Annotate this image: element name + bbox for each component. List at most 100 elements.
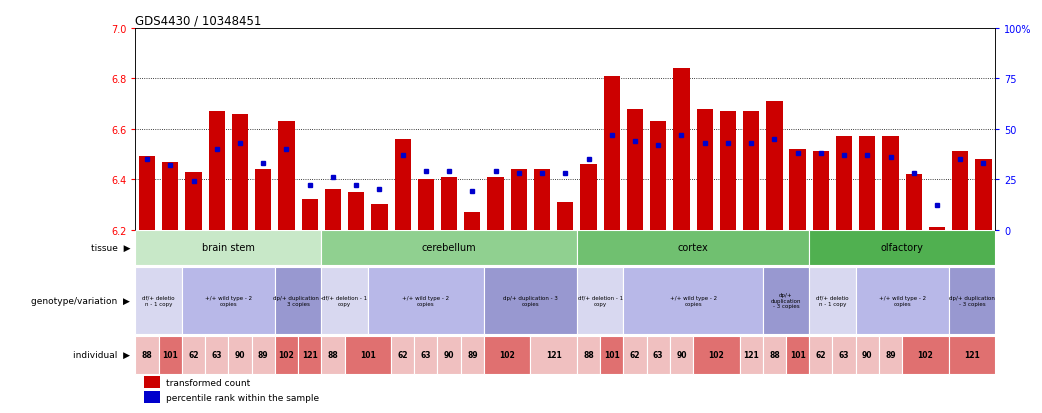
Bar bbox=[158, 336, 182, 374]
Bar bbox=[275, 336, 298, 374]
Bar bbox=[321, 231, 577, 265]
Bar bbox=[135, 231, 321, 265]
Bar bbox=[720, 112, 736, 230]
Bar bbox=[577, 231, 810, 265]
Text: 89: 89 bbox=[467, 351, 477, 359]
Text: df/+ deletion - 1
copy: df/+ deletion - 1 copy bbox=[577, 295, 623, 306]
Text: df/+ deletion - 1
copy: df/+ deletion - 1 copy bbox=[322, 295, 367, 306]
Bar bbox=[790, 150, 805, 230]
Bar bbox=[766, 102, 783, 230]
Bar bbox=[345, 336, 391, 374]
Bar bbox=[185, 172, 202, 230]
Text: tissue  ▶: tissue ▶ bbox=[91, 243, 130, 252]
Bar bbox=[488, 177, 503, 230]
Bar bbox=[670, 336, 693, 374]
Bar bbox=[415, 336, 438, 374]
Text: +/+ wild type - 2
copies: +/+ wild type - 2 copies bbox=[878, 295, 925, 306]
Bar bbox=[278, 122, 295, 230]
Bar bbox=[743, 112, 760, 230]
Bar bbox=[275, 267, 321, 334]
Bar bbox=[205, 336, 228, 374]
Bar bbox=[952, 152, 968, 230]
Text: percentile rank within the sample: percentile rank within the sample bbox=[166, 393, 319, 402]
Bar bbox=[810, 267, 855, 334]
Text: 88: 88 bbox=[142, 351, 152, 359]
Bar bbox=[348, 192, 365, 230]
Bar bbox=[623, 267, 763, 334]
Bar bbox=[948, 267, 995, 334]
Bar bbox=[627, 109, 643, 230]
Text: individual  ▶: individual ▶ bbox=[73, 351, 130, 359]
Text: 121: 121 bbox=[302, 351, 318, 359]
Text: 101: 101 bbox=[604, 351, 620, 359]
Bar bbox=[975, 159, 992, 230]
Text: olfactory: olfactory bbox=[880, 243, 923, 253]
Bar bbox=[855, 267, 948, 334]
Text: 102: 102 bbox=[709, 351, 724, 359]
Text: brain stem: brain stem bbox=[202, 243, 255, 253]
Bar bbox=[902, 336, 948, 374]
Bar bbox=[461, 336, 483, 374]
Bar bbox=[182, 267, 275, 334]
Bar bbox=[144, 391, 159, 403]
Bar bbox=[650, 122, 666, 230]
Bar bbox=[371, 205, 388, 230]
Bar bbox=[135, 336, 158, 374]
Text: +/+ wild type - 2
copies: +/+ wild type - 2 copies bbox=[402, 295, 449, 306]
Bar bbox=[810, 231, 995, 265]
Text: dp/+ duplication -
3 copies: dp/+ duplication - 3 copies bbox=[273, 295, 323, 306]
Bar bbox=[647, 336, 670, 374]
Bar bbox=[948, 336, 995, 374]
Text: 101: 101 bbox=[163, 351, 178, 359]
Text: 63: 63 bbox=[839, 351, 849, 359]
Text: GDS4430 / 10348451: GDS4430 / 10348451 bbox=[135, 15, 262, 28]
Bar bbox=[786, 336, 810, 374]
Text: 89: 89 bbox=[886, 351, 896, 359]
Bar bbox=[534, 170, 550, 230]
Text: 89: 89 bbox=[258, 351, 269, 359]
Bar bbox=[763, 267, 810, 334]
Text: df/+ deletio
n - 1 copy: df/+ deletio n - 1 copy bbox=[816, 295, 849, 306]
Text: 101: 101 bbox=[790, 351, 805, 359]
Bar bbox=[395, 140, 411, 230]
Bar bbox=[255, 170, 271, 230]
Bar bbox=[438, 336, 461, 374]
Bar bbox=[879, 336, 902, 374]
Text: 90: 90 bbox=[444, 351, 454, 359]
Bar bbox=[623, 336, 647, 374]
Bar bbox=[483, 336, 530, 374]
Bar bbox=[810, 336, 833, 374]
Text: 101: 101 bbox=[359, 351, 376, 359]
Text: 90: 90 bbox=[862, 351, 872, 359]
Bar bbox=[321, 336, 345, 374]
Text: 63: 63 bbox=[421, 351, 431, 359]
Text: cortex: cortex bbox=[677, 243, 709, 253]
Bar bbox=[135, 267, 182, 334]
Bar bbox=[557, 202, 573, 230]
Bar bbox=[144, 376, 159, 388]
Bar bbox=[580, 165, 597, 230]
Text: cerebellum: cerebellum bbox=[422, 243, 476, 253]
Bar bbox=[228, 336, 251, 374]
Bar bbox=[928, 228, 945, 230]
Text: 62: 62 bbox=[189, 351, 199, 359]
Bar bbox=[855, 336, 879, 374]
Text: 63: 63 bbox=[212, 351, 222, 359]
Text: dp/+ duplication
- 3 copies: dp/+ duplication - 3 copies bbox=[949, 295, 995, 306]
Bar bbox=[763, 336, 786, 374]
Text: 62: 62 bbox=[816, 351, 826, 359]
Bar bbox=[441, 177, 457, 230]
Bar bbox=[860, 137, 875, 230]
Text: 62: 62 bbox=[629, 351, 640, 359]
Bar bbox=[740, 336, 763, 374]
Text: +/+ wild type - 2
copies: +/+ wild type - 2 copies bbox=[670, 295, 717, 306]
Bar bbox=[182, 336, 205, 374]
Text: 121: 121 bbox=[964, 351, 979, 359]
Bar bbox=[483, 267, 577, 334]
Text: 62: 62 bbox=[397, 351, 407, 359]
Bar bbox=[368, 267, 483, 334]
Bar bbox=[696, 109, 713, 230]
Bar bbox=[208, 112, 225, 230]
Text: 102: 102 bbox=[499, 351, 515, 359]
Text: 63: 63 bbox=[653, 351, 664, 359]
